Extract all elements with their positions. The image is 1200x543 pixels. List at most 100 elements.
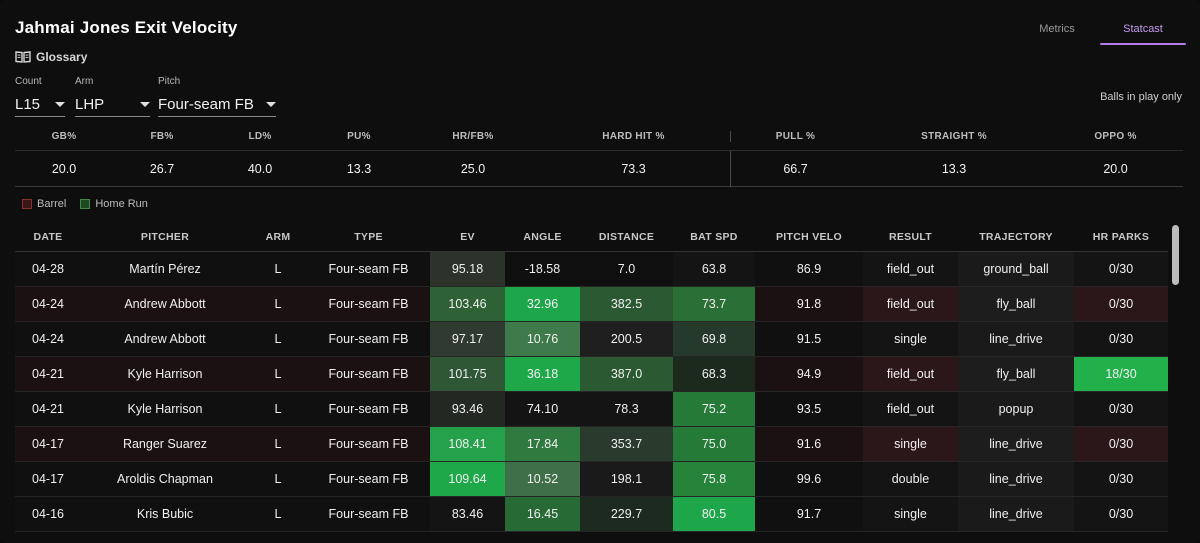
cell-type: Four-seam FB: [328, 262, 409, 276]
cell-distance: 200.5: [580, 322, 673, 356]
summary-value: 13.3: [941, 161, 967, 176]
cell-trajectory: line_drive: [958, 462, 1074, 496]
cell-type: Four-seam FB: [328, 332, 409, 346]
pitch-filter: Pitch Four-seam FB: [158, 76, 276, 117]
chevron-down-icon: [266, 102, 276, 107]
table-scrollbar[interactable]: [1171, 225, 1180, 535]
pitch-select[interactable]: Four-seam FB: [158, 93, 276, 117]
summary-value: 20.0: [51, 161, 77, 176]
chevron-down-icon: [140, 102, 150, 107]
scrollbar-thumb[interactable]: [1172, 225, 1179, 285]
cell-pitch-velo: 99.6: [796, 472, 822, 486]
count-select[interactable]: L15: [15, 93, 65, 117]
cell-arm: L: [274, 472, 282, 486]
column-header[interactable]: TRAJECTORY: [979, 230, 1053, 243]
table-row[interactable]: 04-28 Martín Pérez L Four-seam FB 95.18 -18.5…: [15, 252, 1168, 287]
summary-value: 25.0: [460, 161, 486, 176]
column-header[interactable]: ARM: [265, 230, 291, 243]
column-header[interactable]: RESULT: [888, 230, 933, 243]
cell-distance: 382.5: [580, 287, 673, 321]
cell-angle: 10.52: [505, 462, 580, 496]
column-header[interactable]: BAT SPD: [690, 230, 738, 243]
table-row[interactable]: 04-24 Andrew Abbott L Four-seam FB 103.46 32.…: [15, 287, 1168, 322]
cell-bat-spd: 63.8: [673, 252, 755, 286]
balls-in-play-note: Balls in play only: [1100, 91, 1182, 103]
cell-pitch-velo: 91.8: [796, 297, 822, 311]
cell-pitcher: Martín Pérez: [129, 262, 201, 276]
arm-filter: Arm LHP: [75, 76, 150, 117]
tab-metrics[interactable]: Metrics: [1039, 23, 1075, 35]
cell-type: Four-seam FB: [328, 367, 409, 381]
table-body: 04-28 Martín Pérez L Four-seam FB 95.18 -18.5…: [15, 252, 1168, 532]
cell-pitch-velo: 91.7: [796, 507, 822, 521]
column-header[interactable]: DISTANCE: [598, 230, 655, 243]
cell-bat-spd: 69.8: [673, 322, 755, 356]
table-row[interactable]: 04-21 Kyle Harrison L Four-seam FB 101.75 36.…: [15, 357, 1168, 392]
table-row[interactable]: 04-24 Andrew Abbott L Four-seam FB 97.17 10.7…: [15, 322, 1168, 357]
cell-hr-parks: 18/30: [1074, 357, 1168, 391]
column-header[interactable]: EV: [460, 230, 475, 243]
cell-pitcher: Kyle Harrison: [127, 367, 203, 381]
cell-date: 04-28: [32, 262, 64, 276]
column-header[interactable]: TYPE: [354, 230, 383, 243]
cell-angle: -18.58: [505, 252, 580, 286]
summary-header: PULL %: [730, 131, 860, 142]
cell-pitcher: Andrew Abbott: [124, 297, 206, 311]
cell-pitch-velo: 91.5: [796, 332, 822, 346]
cell-arm: L: [274, 332, 282, 346]
table-header-row: DATE PITCHER ARM TYPE EV ANGLE DISTANCE …: [15, 222, 1168, 252]
cell-ev: 101.75: [430, 357, 505, 391]
cell-ev: 95.18: [430, 252, 505, 286]
summary-header: HR/FB%: [452, 131, 494, 142]
cell-ev: 83.46: [430, 497, 505, 531]
cell-hr-parks: 0/30: [1074, 252, 1168, 286]
count-label: Count: [15, 76, 42, 87]
glossary-label: Glossary: [36, 50, 88, 64]
tab-statcast[interactable]: Statcast: [1100, 14, 1186, 45]
home-run-swatch: [80, 199, 91, 209]
summary-value: 66.7: [730, 150, 860, 187]
cell-trajectory: line_drive: [958, 322, 1074, 356]
cell-ev: 108.41: [430, 427, 505, 461]
cell-pitcher: Kyle Harrison: [127, 402, 203, 416]
cell-trajectory: ground_ball: [958, 252, 1074, 286]
cell-ev: 109.64: [430, 462, 505, 496]
column-header[interactable]: PITCH VELO: [775, 230, 842, 243]
table-row[interactable]: 04-17 Ranger Suarez L Four-seam FB 108.41 17.…: [15, 427, 1168, 462]
cell-arm: L: [274, 402, 282, 416]
cell-distance: 229.7: [580, 497, 673, 531]
glossary-link[interactable]: Glossary: [15, 50, 87, 64]
table-row[interactable]: 04-21 Kyle Harrison L Four-seam FB 93.46 74.1…: [15, 392, 1168, 427]
legend-label: Barrel: [37, 198, 67, 210]
cell-distance: 78.3: [580, 392, 673, 426]
summary-header: STRAIGHT %: [921, 131, 987, 142]
cell-result: field_out: [863, 357, 958, 391]
book-icon: [15, 51, 31, 63]
summary-value-row: 20.0 26.7 40.0 13.3 25.0 73.3 66.7 13.3 …: [15, 150, 1183, 187]
cell-pitcher: Aroldis Chapman: [117, 472, 213, 486]
table-row[interactable]: 04-16 Kris Bubic L Four-seam FB 83.46 16.45 22…: [15, 497, 1168, 532]
arm-select[interactable]: LHP: [75, 93, 150, 117]
legend-label: Home Run: [95, 198, 148, 210]
summary-value: 40.0: [247, 161, 273, 176]
cell-result: field_out: [863, 252, 958, 286]
cell-distance: 7.0: [580, 252, 673, 286]
cell-trajectory: line_drive: [958, 497, 1074, 531]
cell-distance: 198.1: [580, 462, 673, 496]
cell-hr-parks: 0/30: [1074, 322, 1168, 356]
cell-arm: L: [274, 437, 282, 451]
column-header[interactable]: PITCHER: [140, 230, 190, 243]
cell-trajectory: popup: [958, 392, 1074, 426]
table-row[interactable]: 04-17 Aroldis Chapman L Four-seam FB 109.64 1…: [15, 462, 1168, 497]
summary-header: GB%: [51, 131, 77, 142]
cell-hr-parks: 0/30: [1074, 392, 1168, 426]
cell-pitcher: Ranger Suarez: [122, 437, 208, 451]
summary-header-row: GB% FB% LD% PU% HR/FB% HARD HIT % PULL %…: [15, 123, 1183, 151]
column-header[interactable]: DATE: [33, 230, 63, 243]
summary-header: LD%: [248, 131, 272, 142]
cell-hr-parks: 0/30: [1074, 427, 1168, 461]
column-header[interactable]: ANGLE: [523, 230, 562, 243]
summary-header: FB%: [150, 131, 174, 142]
legend-item-home-run: Home Run: [80, 198, 148, 210]
column-header[interactable]: HR PARKS: [1092, 230, 1150, 243]
